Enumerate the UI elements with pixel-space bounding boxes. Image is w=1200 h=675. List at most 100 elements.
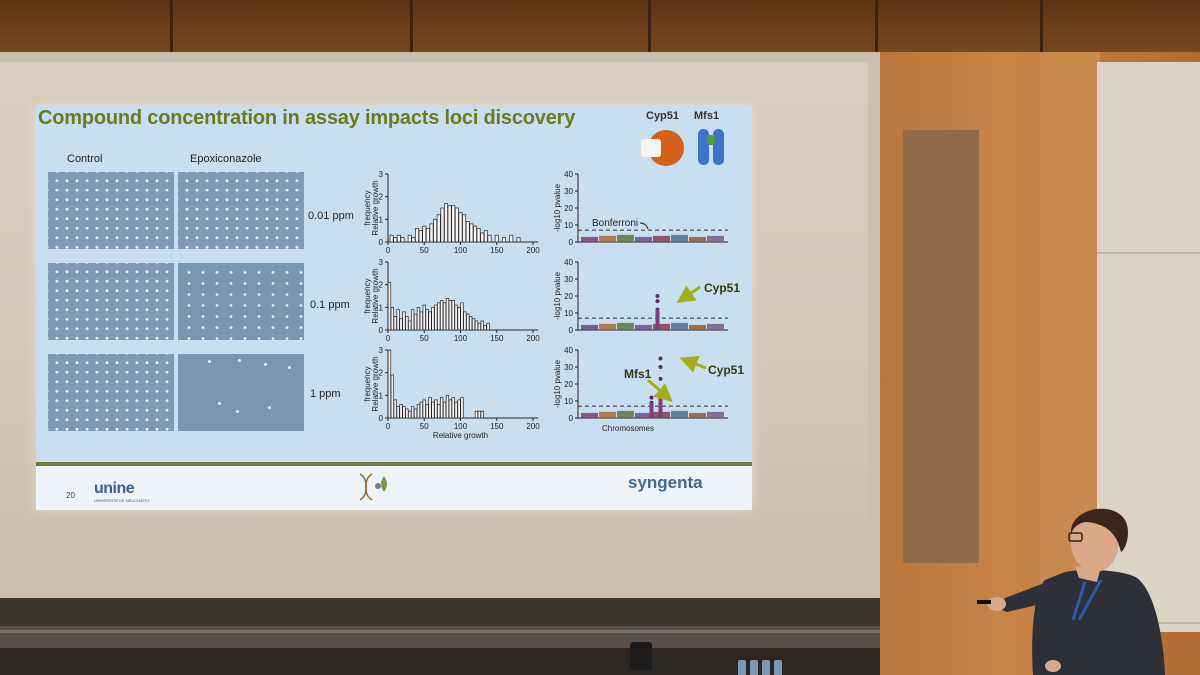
presenter-hand bbox=[1045, 660, 1061, 672]
y-axis-label: -log10 pvalue bbox=[553, 271, 562, 320]
chromosome-snp-band bbox=[689, 324, 706, 330]
y-tick-label: 10 bbox=[564, 309, 573, 318]
histogram-bar bbox=[454, 207, 459, 243]
annotation-arrows bbox=[639, 222, 707, 402]
histogram-bar bbox=[429, 223, 434, 243]
snp-point bbox=[658, 365, 663, 369]
mfs1-arrow bbox=[647, 378, 673, 402]
x-tick-label: 50 bbox=[420, 334, 429, 343]
y-axis-label: frequency bbox=[363, 278, 372, 313]
lanyard bbox=[1071, 581, 1087, 621]
y-tick-label: 0 bbox=[379, 238, 384, 247]
colony-dot bbox=[288, 366, 291, 369]
chromosome-snp-band bbox=[599, 235, 616, 242]
chromosome-snp-band bbox=[599, 411, 616, 418]
x-tick-label: 100 bbox=[454, 246, 468, 255]
plate-epoxiconazole-row1 bbox=[178, 172, 304, 249]
histogram-bar bbox=[447, 205, 452, 243]
wood-wall-column bbox=[1040, 52, 1100, 592]
chromosome-snp-band bbox=[635, 236, 652, 242]
chromosome-snp-band bbox=[581, 324, 598, 330]
ceiling-seam bbox=[170, 0, 173, 52]
y-tick-label: 20 bbox=[564, 292, 573, 301]
x-tick-label: 200 bbox=[526, 334, 540, 343]
legend-cyp51-label: Cyp51 bbox=[646, 110, 680, 122]
ceiling-seam bbox=[875, 0, 878, 52]
histogram-bar bbox=[411, 237, 416, 243]
x-tick-label: 200 bbox=[526, 422, 540, 431]
histogram-bar bbox=[440, 207, 445, 243]
x-axis-label: Chromosomes bbox=[602, 424, 654, 433]
y-tick-label: 0 bbox=[569, 326, 574, 335]
chromosome-snp-band bbox=[671, 322, 688, 330]
histogram-bar bbox=[487, 234, 492, 243]
ceiling-seam bbox=[648, 0, 651, 52]
presenter-hand bbox=[988, 597, 1006, 611]
plate-epoxiconazole-row3 bbox=[178, 354, 304, 431]
ceiling-seam bbox=[1040, 0, 1043, 52]
histogram-bar bbox=[502, 237, 506, 243]
y-tick-label: 3 bbox=[379, 170, 384, 179]
chromosome-snp-band bbox=[653, 323, 670, 330]
y-axis-label: -log10 pvalue bbox=[553, 359, 562, 408]
concentration-label: 0.01 ppm bbox=[308, 210, 354, 222]
histogram-0.1ppm: 0 50 100 150 200 0 1 2 3 frequency Relative growth bbox=[363, 258, 540, 343]
y-tick-label: 2 bbox=[379, 193, 384, 202]
histogram-bar bbox=[396, 234, 401, 243]
water-bottle bbox=[750, 660, 758, 675]
chromosome-snp-band bbox=[635, 412, 652, 418]
chromosome-snp-band bbox=[707, 411, 724, 418]
cyp51-arrow bbox=[676, 285, 701, 304]
presenter-glasses bbox=[1068, 532, 1083, 542]
histogram-bar bbox=[465, 221, 470, 243]
y-axis-label: Relative growth bbox=[371, 268, 380, 323]
snp-point bbox=[649, 395, 654, 400]
presentation-slide: Compound concentration in assay impacts … bbox=[36, 105, 752, 510]
unine-logo: unine bbox=[94, 480, 135, 497]
histogram-bar bbox=[462, 214, 467, 243]
histogram-bar bbox=[486, 322, 490, 331]
chromosome-snp-band bbox=[617, 410, 634, 418]
plate-control-row3 bbox=[48, 354, 174, 431]
clicker-remote bbox=[977, 600, 991, 604]
snp-point bbox=[655, 294, 660, 298]
colony-dot bbox=[238, 359, 241, 362]
water-bottle bbox=[762, 660, 770, 675]
y-tick-label: 30 bbox=[564, 187, 573, 196]
y-tick-label: 0 bbox=[379, 414, 384, 423]
chromosome-snp-band bbox=[653, 235, 670, 242]
y-tick-label: 40 bbox=[564, 346, 573, 355]
slide-footer bbox=[36, 462, 752, 510]
lanyard bbox=[1077, 579, 1103, 621]
peak-bar bbox=[649, 402, 654, 418]
colony-dot bbox=[208, 360, 211, 363]
y-tick-label: 30 bbox=[564, 275, 573, 284]
presenter-hair bbox=[1070, 508, 1128, 552]
cyp51-annotation-label: Cyp51 bbox=[704, 281, 741, 295]
y-tick-label: 40 bbox=[564, 258, 573, 267]
y-tick-label: 2 bbox=[379, 369, 384, 378]
y-axis-label: Relative growth bbox=[371, 356, 380, 411]
peak-bar bbox=[658, 392, 663, 418]
histogram-bar bbox=[390, 374, 395, 419]
y-tick-label: 1 bbox=[379, 215, 384, 224]
y-tick-label: 0 bbox=[379, 326, 384, 335]
lecture-desk-top bbox=[0, 598, 880, 626]
syngenta-logo: syngenta bbox=[628, 473, 703, 492]
y-tick-label: 0 bbox=[569, 414, 574, 423]
lecture-desk-base bbox=[0, 648, 880, 675]
snp-point bbox=[658, 376, 663, 381]
histogram-bar bbox=[389, 234, 394, 243]
mfs1-annotation-label: Mfs1 bbox=[624, 367, 652, 381]
column-header-epoxiconazole: Epoxiconazole bbox=[190, 153, 262, 165]
histogram-bar bbox=[400, 237, 405, 243]
cyp51-protein-notch bbox=[641, 139, 661, 157]
x-tick-label: 150 bbox=[490, 246, 504, 255]
y-tick-label: 1 bbox=[379, 303, 384, 312]
histogram-bar bbox=[407, 234, 412, 243]
colony-dot bbox=[236, 410, 239, 413]
water-bottle bbox=[738, 660, 746, 675]
manhattan-plot-0.1ppm: 0 10 20 30 40-log10 pvalue bbox=[553, 258, 728, 335]
plate-control-row2 bbox=[48, 263, 174, 340]
y-axis-label: Relative growth bbox=[371, 180, 380, 235]
